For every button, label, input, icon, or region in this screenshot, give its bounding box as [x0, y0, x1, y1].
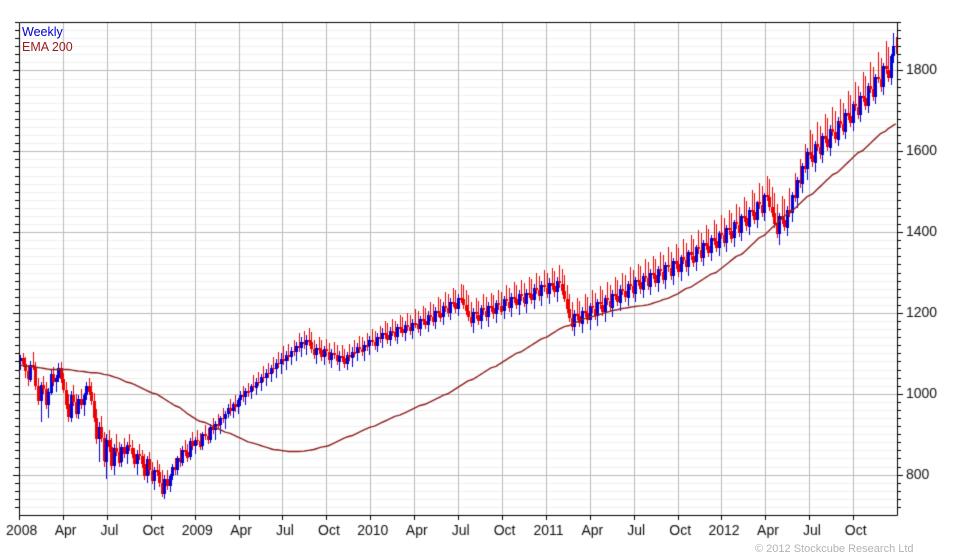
copyright-notice: © 2012 Stockcube Research Ltd [755, 543, 914, 555]
